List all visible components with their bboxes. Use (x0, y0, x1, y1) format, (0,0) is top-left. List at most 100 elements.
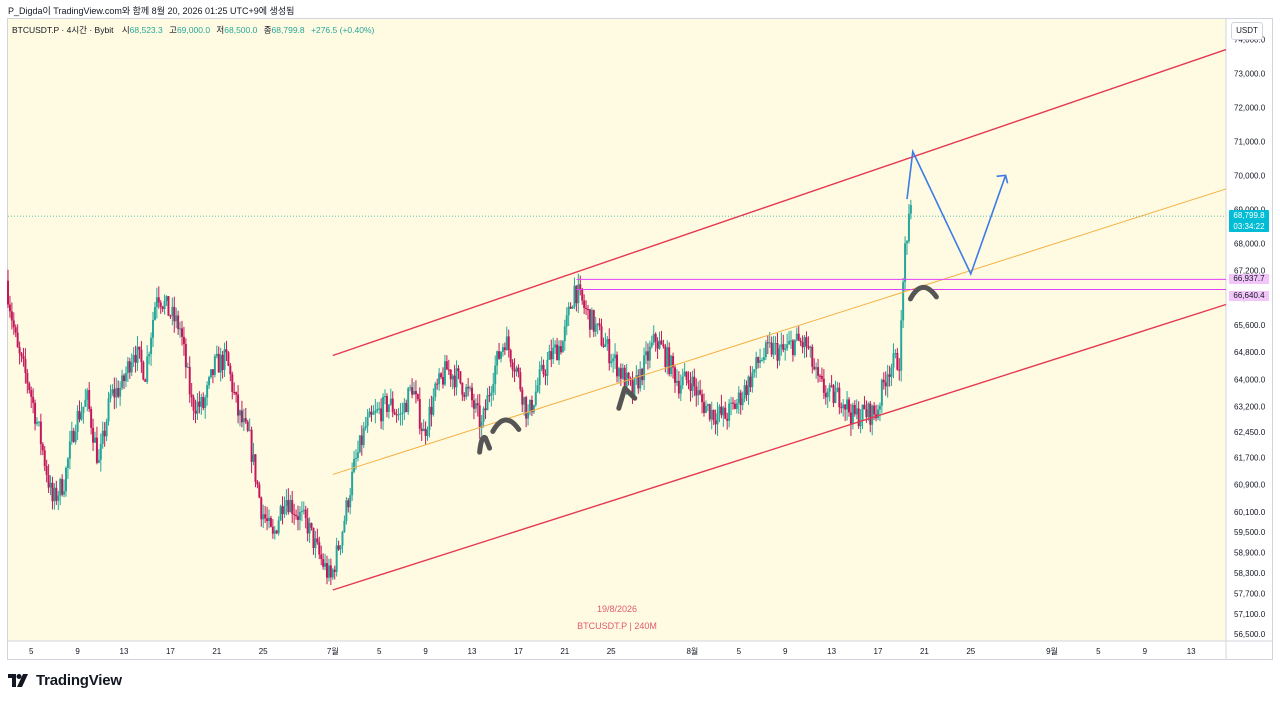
candle-body (173, 306, 176, 322)
candle-body (273, 530, 276, 534)
candle-body (867, 403, 870, 418)
candle-body (161, 306, 164, 309)
candle-body (32, 396, 35, 403)
candle-body (761, 359, 763, 361)
candle-body (302, 509, 305, 512)
candle-body (283, 505, 286, 515)
symbol-info[interactable]: BTCUSDT.P · 4시간 · Bybit (12, 25, 114, 35)
candle-body (716, 413, 719, 425)
candle-body (217, 353, 220, 373)
candle-body (813, 366, 816, 370)
candle-body (184, 344, 187, 368)
chart-frame (7, 18, 1273, 660)
candle-body (484, 408, 487, 411)
candle-body (86, 390, 89, 400)
candle-body (171, 306, 174, 317)
candle-body (277, 520, 280, 534)
candle-body (648, 346, 651, 361)
candle-body (426, 429, 429, 437)
price-axis[interactable]: 74,000.073,000.072,000.071,000.070,000.0… (1234, 35, 1266, 639)
candle-body (697, 390, 700, 396)
candle-body (571, 306, 574, 309)
candle-body (391, 398, 394, 413)
candle-body (681, 376, 684, 386)
projection-path (906, 148, 1007, 276)
candle-body (134, 354, 137, 363)
candle-body (140, 349, 143, 363)
candle-body (699, 390, 702, 395)
candle-body (254, 454, 257, 482)
candle-body (227, 352, 230, 366)
countdown-text: 03:34:22 (1233, 222, 1265, 232)
candle-body (36, 422, 38, 424)
pattern-mark-slash (616, 385, 638, 411)
candle-body (741, 398, 744, 406)
candle-body (200, 397, 203, 407)
candle-body (674, 367, 676, 383)
candle-body (223, 349, 226, 371)
candle-body (113, 389, 116, 398)
candle-body (726, 418, 729, 421)
candle-body (909, 205, 912, 214)
time-tick-label: 17 (166, 647, 175, 656)
time-tick-label: 25 (607, 647, 616, 656)
price-tick-label: 58,300.0 (1234, 569, 1266, 578)
candle-body (252, 454, 255, 462)
time-tick-label: 9월 (1046, 646, 1058, 656)
candle-body (401, 412, 404, 414)
candle-body (393, 412, 396, 415)
currency-selector[interactable]: USDT (1231, 22, 1263, 40)
channel-lower-line (332, 303, 1227, 591)
candle-body (645, 351, 647, 356)
candle-body (844, 404, 847, 410)
candle-body (97, 459, 100, 463)
candle-body (287, 500, 290, 513)
time-tick-label: 17 (874, 647, 883, 656)
time-tick-label: 13 (120, 647, 129, 656)
candle-body (507, 336, 510, 351)
candle-body (662, 344, 665, 347)
candle-body (169, 315, 172, 317)
candle-body (150, 337, 153, 355)
candle-body (445, 361, 448, 370)
projection-arrowhead (996, 174, 1009, 184)
candle-body (175, 315, 178, 322)
candle-body (616, 354, 618, 377)
candle-body (260, 497, 263, 520)
candle-body (590, 310, 593, 330)
candle-body (799, 340, 802, 343)
candle-body (53, 487, 56, 502)
plot-background (8, 19, 1226, 641)
candle-body (78, 410, 81, 420)
candle-body (43, 450, 46, 467)
candle-body (457, 368, 460, 372)
candle-body (815, 367, 818, 370)
time-tick-label: 9 (423, 647, 428, 656)
candle-body (329, 565, 332, 578)
price-tick-label: 63,200.0 (1234, 402, 1266, 411)
candle-body (623, 367, 626, 388)
tradingview-brand[interactable]: TradingView (8, 672, 122, 689)
candle-body (832, 385, 835, 403)
candle-body (639, 368, 642, 389)
candle-body (10, 311, 13, 321)
time-axis[interactable]: 5 9 13 17 21 25 7월 5 9 13 17 21 25 8월 5 9 13 17 21 25 9월 5 9 13 (29, 646, 1196, 656)
candle-body (275, 530, 278, 534)
candle-body (47, 475, 50, 488)
candle-body (289, 499, 292, 513)
candle-body (138, 346, 141, 350)
candle-body (231, 374, 234, 393)
candle-body (517, 367, 520, 373)
candle-body (803, 337, 806, 348)
candle-body (443, 361, 446, 385)
candle-body (525, 397, 528, 419)
candle-body (349, 495, 352, 508)
watermark-symbol: BTCUSDT.P | 240M (577, 621, 657, 631)
candle-body (807, 346, 810, 349)
candle-body (8, 304, 11, 312)
candle-body (82, 406, 85, 413)
candle-body (159, 302, 162, 307)
candle-body (739, 392, 742, 406)
candle-body (486, 395, 489, 411)
